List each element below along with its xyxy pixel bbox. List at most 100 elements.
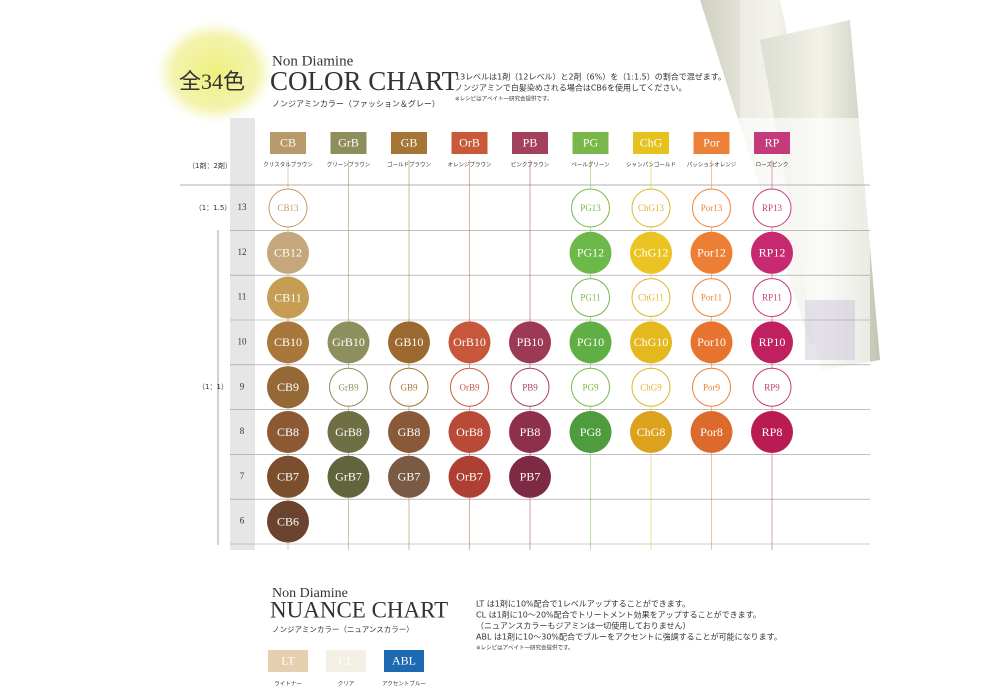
level-label: 6 xyxy=(240,516,245,526)
swatch-label: PB10 xyxy=(517,335,544,349)
column-name: ペールグリーン xyxy=(571,161,610,169)
note: 13レベルは1剤（12レベル）と2剤（6%）を（1:1.5）の割合で混ぜます。 xyxy=(455,72,726,82)
code: OrB xyxy=(459,135,480,149)
note: ノンジアミンで白髪染めされる場合はCB6を使用してください。 xyxy=(455,83,687,93)
swatch xyxy=(751,231,793,274)
swatch xyxy=(571,367,610,407)
swatch xyxy=(692,278,731,318)
code-swatch xyxy=(633,132,669,154)
swatch-label: ChG8 xyxy=(637,425,666,439)
column-name: シャンパンゴールド xyxy=(626,161,676,169)
swatch-label: GrB10 xyxy=(332,335,365,349)
level-label: 11 xyxy=(238,292,247,302)
swatch-label: OrB9 xyxy=(460,382,480,392)
swatch xyxy=(329,367,368,407)
code: PB xyxy=(523,135,538,149)
swatch xyxy=(690,231,733,274)
swatch xyxy=(389,367,429,407)
swatch-label: CB8 xyxy=(277,425,299,439)
swatch xyxy=(327,321,370,364)
swatch-label: RP12 xyxy=(759,246,786,260)
swatch xyxy=(388,321,430,364)
swatch-label: CB13 xyxy=(277,203,299,213)
code-swatch xyxy=(268,650,308,672)
swatch xyxy=(692,367,731,407)
swatch-label: CB6 xyxy=(277,514,299,528)
swatch xyxy=(631,278,671,318)
code-swatch xyxy=(693,132,730,154)
level-label: 10 xyxy=(238,336,248,346)
note: LT は1剤に10%配合で1レベルアップすることができます。 xyxy=(476,599,690,609)
code-swatch xyxy=(754,132,790,154)
swatch xyxy=(752,367,792,407)
swatch-name: ライトナー xyxy=(274,681,302,688)
note: CL は1剤に10～20%配合でトリートメント効果をアップすることができます。 xyxy=(476,610,761,620)
swatch-label: Por12 xyxy=(697,246,726,260)
code-swatch xyxy=(384,650,424,672)
note: ※レシピはアベイト一研究会提供です。 xyxy=(455,95,552,103)
swatch-label: PG10 xyxy=(577,335,604,349)
swatch-label: GB9 xyxy=(400,382,418,392)
swatch xyxy=(327,455,370,498)
code-swatch xyxy=(512,132,548,154)
note: ※レシピはアベイト一研究会提供です。 xyxy=(476,644,573,652)
swatch-label: OrB8 xyxy=(456,425,483,439)
swatch-label: CB7 xyxy=(277,470,299,484)
swatch xyxy=(509,455,551,498)
note: ABL は1剤に10～30%配合でブルーをアクセントに強調することが可能になりま… xyxy=(476,632,782,642)
swatch xyxy=(267,321,309,364)
level-label: 8 xyxy=(240,426,245,436)
swatch-label: RP13 xyxy=(762,203,783,213)
swatch-label: GrB8 xyxy=(335,425,362,439)
swatch-label: GB7 xyxy=(398,470,421,484)
swatch-name: クリア xyxy=(338,681,355,688)
swatch xyxy=(450,367,489,407)
swatch-label: Por10 xyxy=(697,335,726,349)
swatch-label: ChG9 xyxy=(640,382,662,392)
column-name: ピンクブラウン xyxy=(511,161,550,169)
swatch xyxy=(690,321,733,364)
swatch-label: GrB9 xyxy=(339,382,359,392)
swatch xyxy=(448,321,491,364)
swatch-label: ChG11 xyxy=(638,293,664,303)
swatch-label: GrB7 xyxy=(335,470,362,484)
swatch-label: RP8 xyxy=(762,425,783,439)
title: NUANCE CHART xyxy=(270,597,448,622)
swatch-name: アクセントブルー xyxy=(382,680,426,688)
swatch-label: PG13 xyxy=(580,203,601,213)
level-label: 9 xyxy=(240,381,245,391)
swatch-label: PG12 xyxy=(577,246,604,260)
code: Por xyxy=(703,135,720,149)
swatch xyxy=(631,188,671,228)
swatch xyxy=(388,455,430,498)
code-swatch xyxy=(451,132,488,154)
swatch xyxy=(327,411,370,453)
code: PG xyxy=(583,135,599,149)
column-name: オレンジブラウン xyxy=(447,161,492,169)
swatch xyxy=(267,500,309,543)
swatch-label: PB7 xyxy=(520,470,541,484)
title: COLOR CHART xyxy=(270,66,459,96)
swatch-label: Por9 xyxy=(703,382,721,392)
watercolor-blob xyxy=(155,20,275,124)
code: LT xyxy=(281,653,295,667)
swatch-label: Por13 xyxy=(701,203,723,213)
swatch-label: Por11 xyxy=(701,293,722,303)
swatch xyxy=(509,411,551,453)
title-small: Non Diamine xyxy=(272,586,348,601)
code: GB xyxy=(401,135,418,149)
swatch xyxy=(690,411,733,453)
title-small: Non Diamine xyxy=(272,53,354,69)
subtitle: ノンジアミンカラー（ニュアンスカラー） xyxy=(272,625,414,634)
swatch-label: PB8 xyxy=(520,425,541,439)
swatch-label: PG11 xyxy=(580,293,600,303)
swatch xyxy=(751,411,793,453)
swatch-label: CB10 xyxy=(274,335,302,349)
code: CL xyxy=(338,653,353,667)
swatch-label: RP9 xyxy=(764,382,780,392)
level-label: 7 xyxy=(240,471,245,481)
swatch-label: GB8 xyxy=(398,425,421,439)
swatch xyxy=(630,411,672,453)
swatch-label: GB10 xyxy=(395,335,424,349)
